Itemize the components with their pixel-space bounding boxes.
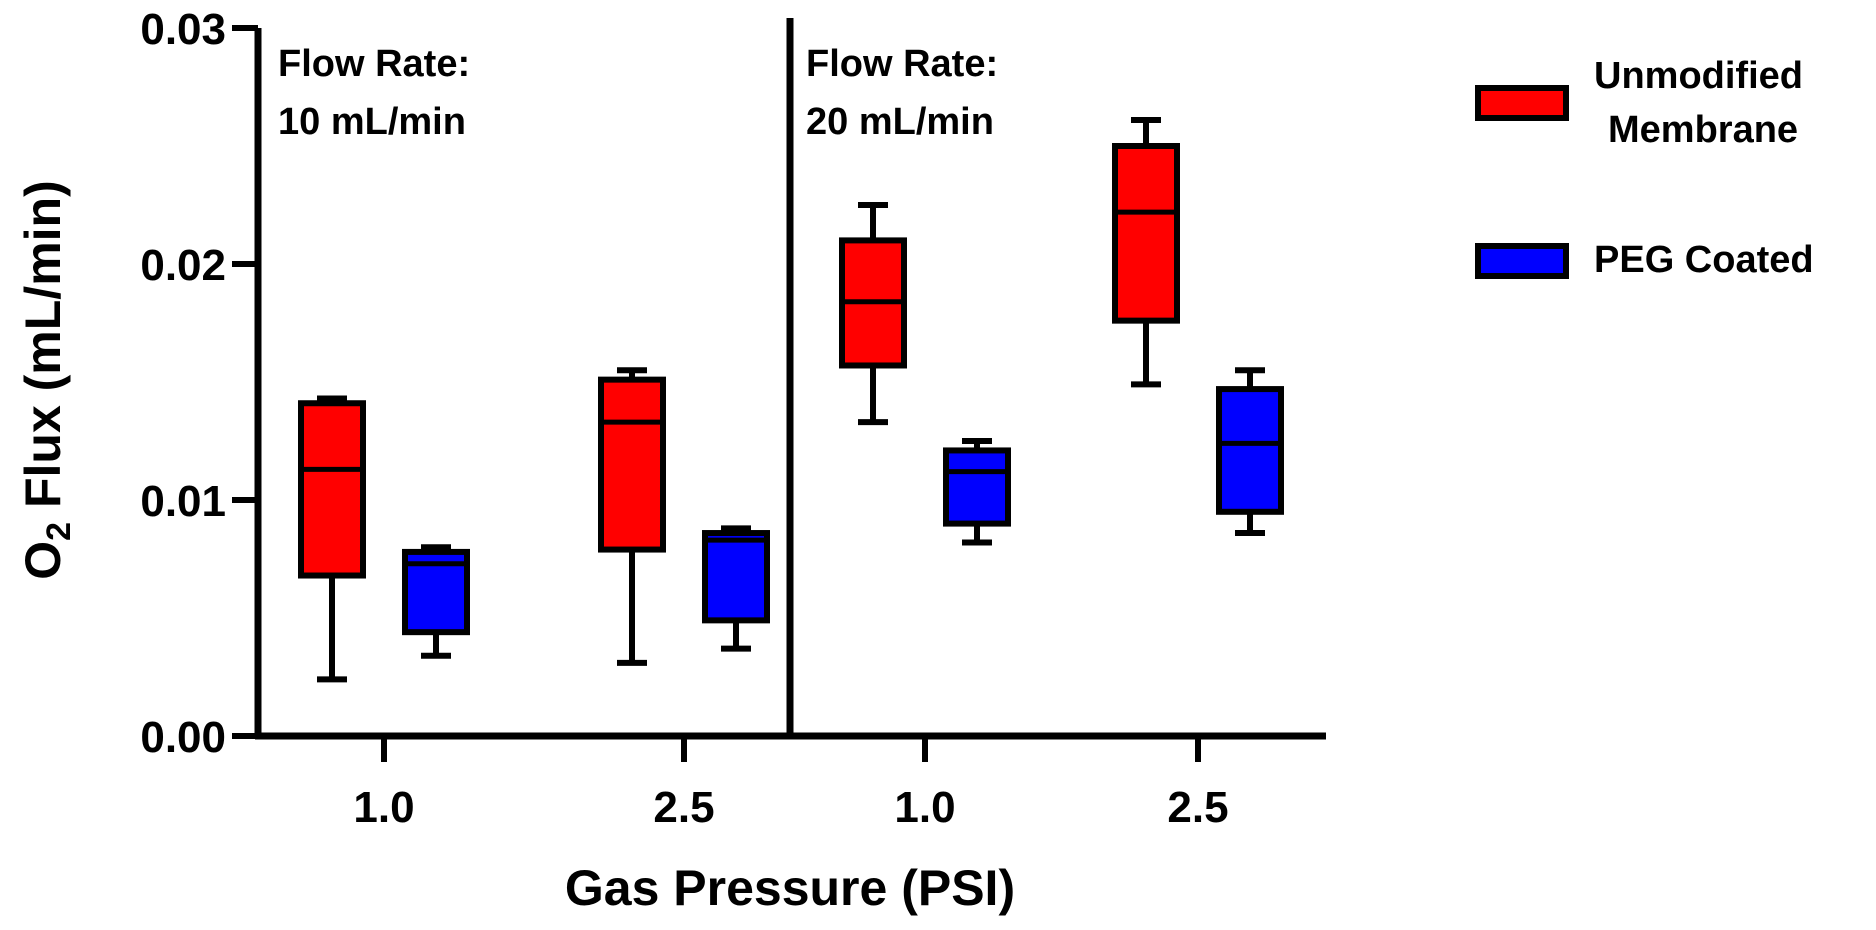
box-unmodified-p1-1_0 <box>298 395 366 683</box>
panel-2-label-line2: 20 mL/min <box>806 101 994 143</box>
box-unmodified-p1-1_0-box <box>298 400 366 579</box>
x-tick-label-p1-0: 1.0 <box>353 783 414 832</box>
box-peg-p2-1_0-box <box>943 447 1011 527</box>
x-axis-title: Gas Pressure (PSI) <box>565 860 1015 916</box>
panel-1-label-line2: 10 mL/min <box>278 101 466 143</box>
box-unmodified-p2-2_5-box <box>1112 143 1180 324</box>
boxes-layer <box>298 117 1284 683</box>
y-tick-label-0: 0.00 <box>140 713 226 762</box>
box-unmodified-p1-2_5-box <box>598 376 666 553</box>
box-unmodified-p2-2_5 <box>1112 117 1180 388</box>
box-unmodified-p2-1_0 <box>839 202 907 426</box>
legend-swatch-peg <box>1475 243 1569 279</box>
box-peg-p1-1_0 <box>402 544 470 659</box>
legend-label-unmodified-line1: Unmodified <box>1594 55 1803 97</box>
box-unmodified-p1-2_5 <box>598 367 666 666</box>
x-tick-label-p2-0: 1.0 <box>894 783 955 832</box>
y-axis-title-suffix: Flux (mL/min) <box>15 180 71 522</box>
panel-2-label-line1: Flow Rate: <box>806 43 998 85</box>
y-axis-title-subscript: 2 <box>40 522 78 541</box>
ticks-layer: 0.00 0.01 0.02 0.03 1.0 2.5 1.0 2.5 <box>140 5 1228 832</box>
box-peg-p1-2_5 <box>702 525 770 652</box>
legend-label-peg: PEG Coated <box>1594 239 1814 281</box>
box-peg-p2-1_0 <box>943 438 1011 546</box>
y-axis-title-prefix: O <box>15 541 71 580</box>
y-tick-label-2: 0.02 <box>140 241 226 290</box>
box-peg-p2-2_5-box <box>1216 386 1284 515</box>
panel-1-label-line1: Flow Rate: <box>278 43 470 85</box>
legend-swatch-unmodified <box>1475 85 1569 121</box>
box-peg-p2-2_5 <box>1216 367 1284 537</box>
legend-label-unmodified-line2: Membrane <box>1608 109 1798 151</box>
box-peg-p1-2_5-box <box>702 530 770 624</box>
y-tick-label-1: 0.01 <box>140 477 226 526</box>
y-axis-title: O2 Flux (mL/min) <box>15 180 78 579</box>
y-tick-label-3: 0.03 <box>140 5 226 54</box>
x-tick-label-p2-1: 2.5 <box>1167 783 1228 832</box>
x-tick-label-p1-1: 2.5 <box>653 783 714 832</box>
